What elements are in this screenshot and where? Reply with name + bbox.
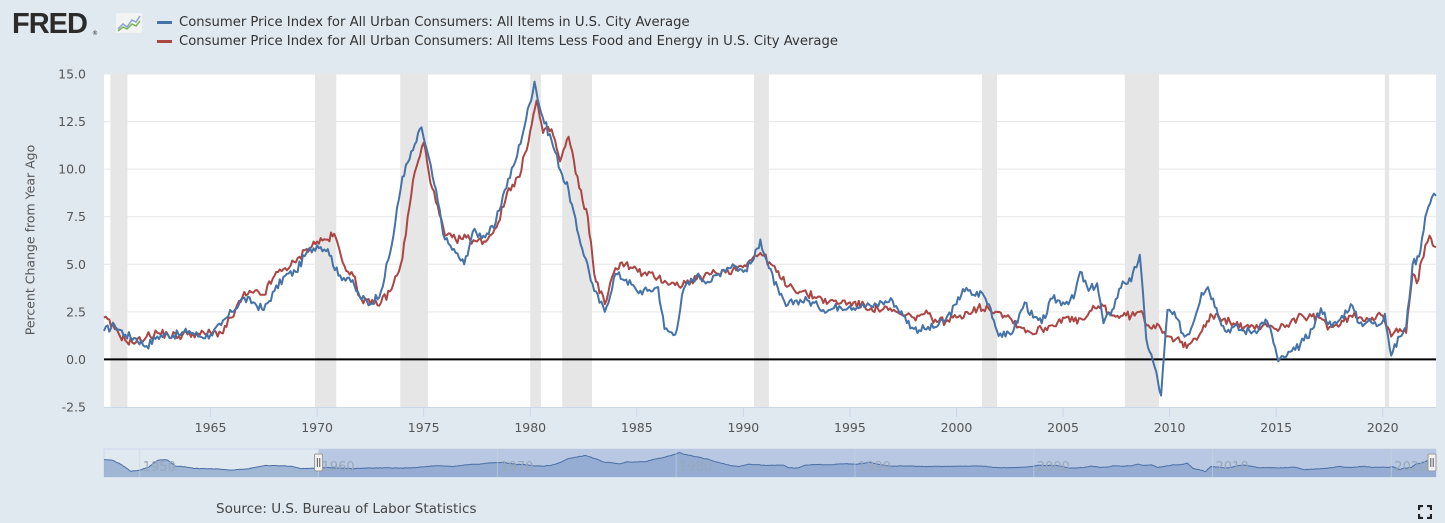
x-tick-label: 2005 [1047,420,1079,435]
navigator-label: 1980 [679,460,712,475]
series-line-cpi [103,80,1437,397]
registered-mark: ® [92,30,98,37]
grid-lines [104,73,1436,408]
x-tick-label: 1995 [834,420,866,435]
recession-band [562,74,593,407]
x-tick-label: 2020 [1367,420,1399,435]
x-tick-label: 1970 [301,420,333,435]
navigator-label: 1960 [322,460,355,475]
navigator-handle-right[interactable] [1427,453,1437,472]
plot-area [104,74,1436,407]
x-tick-label: 2015 [1260,420,1292,435]
y-tick-label: 7.5 [66,209,86,224]
fred-logo[interactable]: FRED [12,8,88,40]
series-lines [103,80,1437,397]
navigator-label: 2000 [1037,460,1070,475]
handle-grip [1427,453,1437,472]
x-axis-ticks: 1965 1970 1975 1980 1985 1990 1995 2000 2005 2010… [195,407,1399,435]
x-tick-label: 1975 [408,420,440,435]
x-tick-label: 1980 [514,420,546,435]
fullscreen-icon[interactable] [1417,504,1433,520]
navigator-area [104,452,1436,477]
legend-swatch-core [157,40,172,43]
recession-band [530,74,541,407]
navigator-line [103,452,1437,473]
x-tick-label: 1965 [195,420,227,435]
navigator-label: 1950 [143,460,176,475]
line-chart-icon [116,13,142,33]
legend-label-cpi: Consumer Price Index for All Urban Consu… [179,15,690,30]
x-tick-label: 1985 [621,420,653,435]
y-tick-label: 10.0 [58,162,86,177]
y-tick-label: 15.0 [58,67,86,82]
x-tick-label: 1990 [727,420,759,435]
recession-band [1124,74,1159,407]
navigator: 1950 1960 1970 1980 1990 2000 2010 2020 [103,448,1437,478]
legend-swatch-cpi [157,21,172,24]
x-tick-label: 2000 [941,420,973,435]
recession-bands [110,74,1390,407]
source-note: Source: U.S. Bureau of Labor Statistics [216,501,477,517]
y-axis-ticks: 15.0 12.5 10.0 7.5 5.0 2.5 0.0 -2.5 [58,67,86,415]
handle-grip [314,453,324,472]
navigator-label: 1990 [858,460,891,475]
navigator-handle-left[interactable] [314,453,324,472]
y-tick-label: 5.0 [66,257,86,272]
legend-item-core[interactable]: Consumer Price Index for All Urban Consu… [157,32,838,51]
y-tick-label: 12.5 [58,114,86,129]
series-line-core [103,99,1437,349]
recession-band [982,74,997,407]
y-tick-label: 2.5 [66,304,86,319]
navigator-label: 2010 [1216,460,1249,475]
y-tick-label: 0.0 [66,352,86,367]
recession-band [1384,74,1390,407]
navigator-label: 2020 [1394,460,1427,475]
chart-legend: Consumer Price Index for All Urban Consu… [157,13,838,51]
legend-label-core: Consumer Price Index for All Urban Consu… [179,34,838,49]
legend-item-cpi[interactable]: Consumer Price Index for All Urban Consu… [157,13,838,32]
chart-svg: 15.0 12.5 10.0 7.5 5.0 2.5 0.0 -2.5 1965 1970 197… [58,67,1437,478]
plot-background [104,74,1436,407]
navigator-label: 1970 [500,460,533,475]
x-tick-label: 2010 [1154,420,1186,435]
y-tick-label: -2.5 [62,400,86,415]
recession-band [110,74,128,407]
